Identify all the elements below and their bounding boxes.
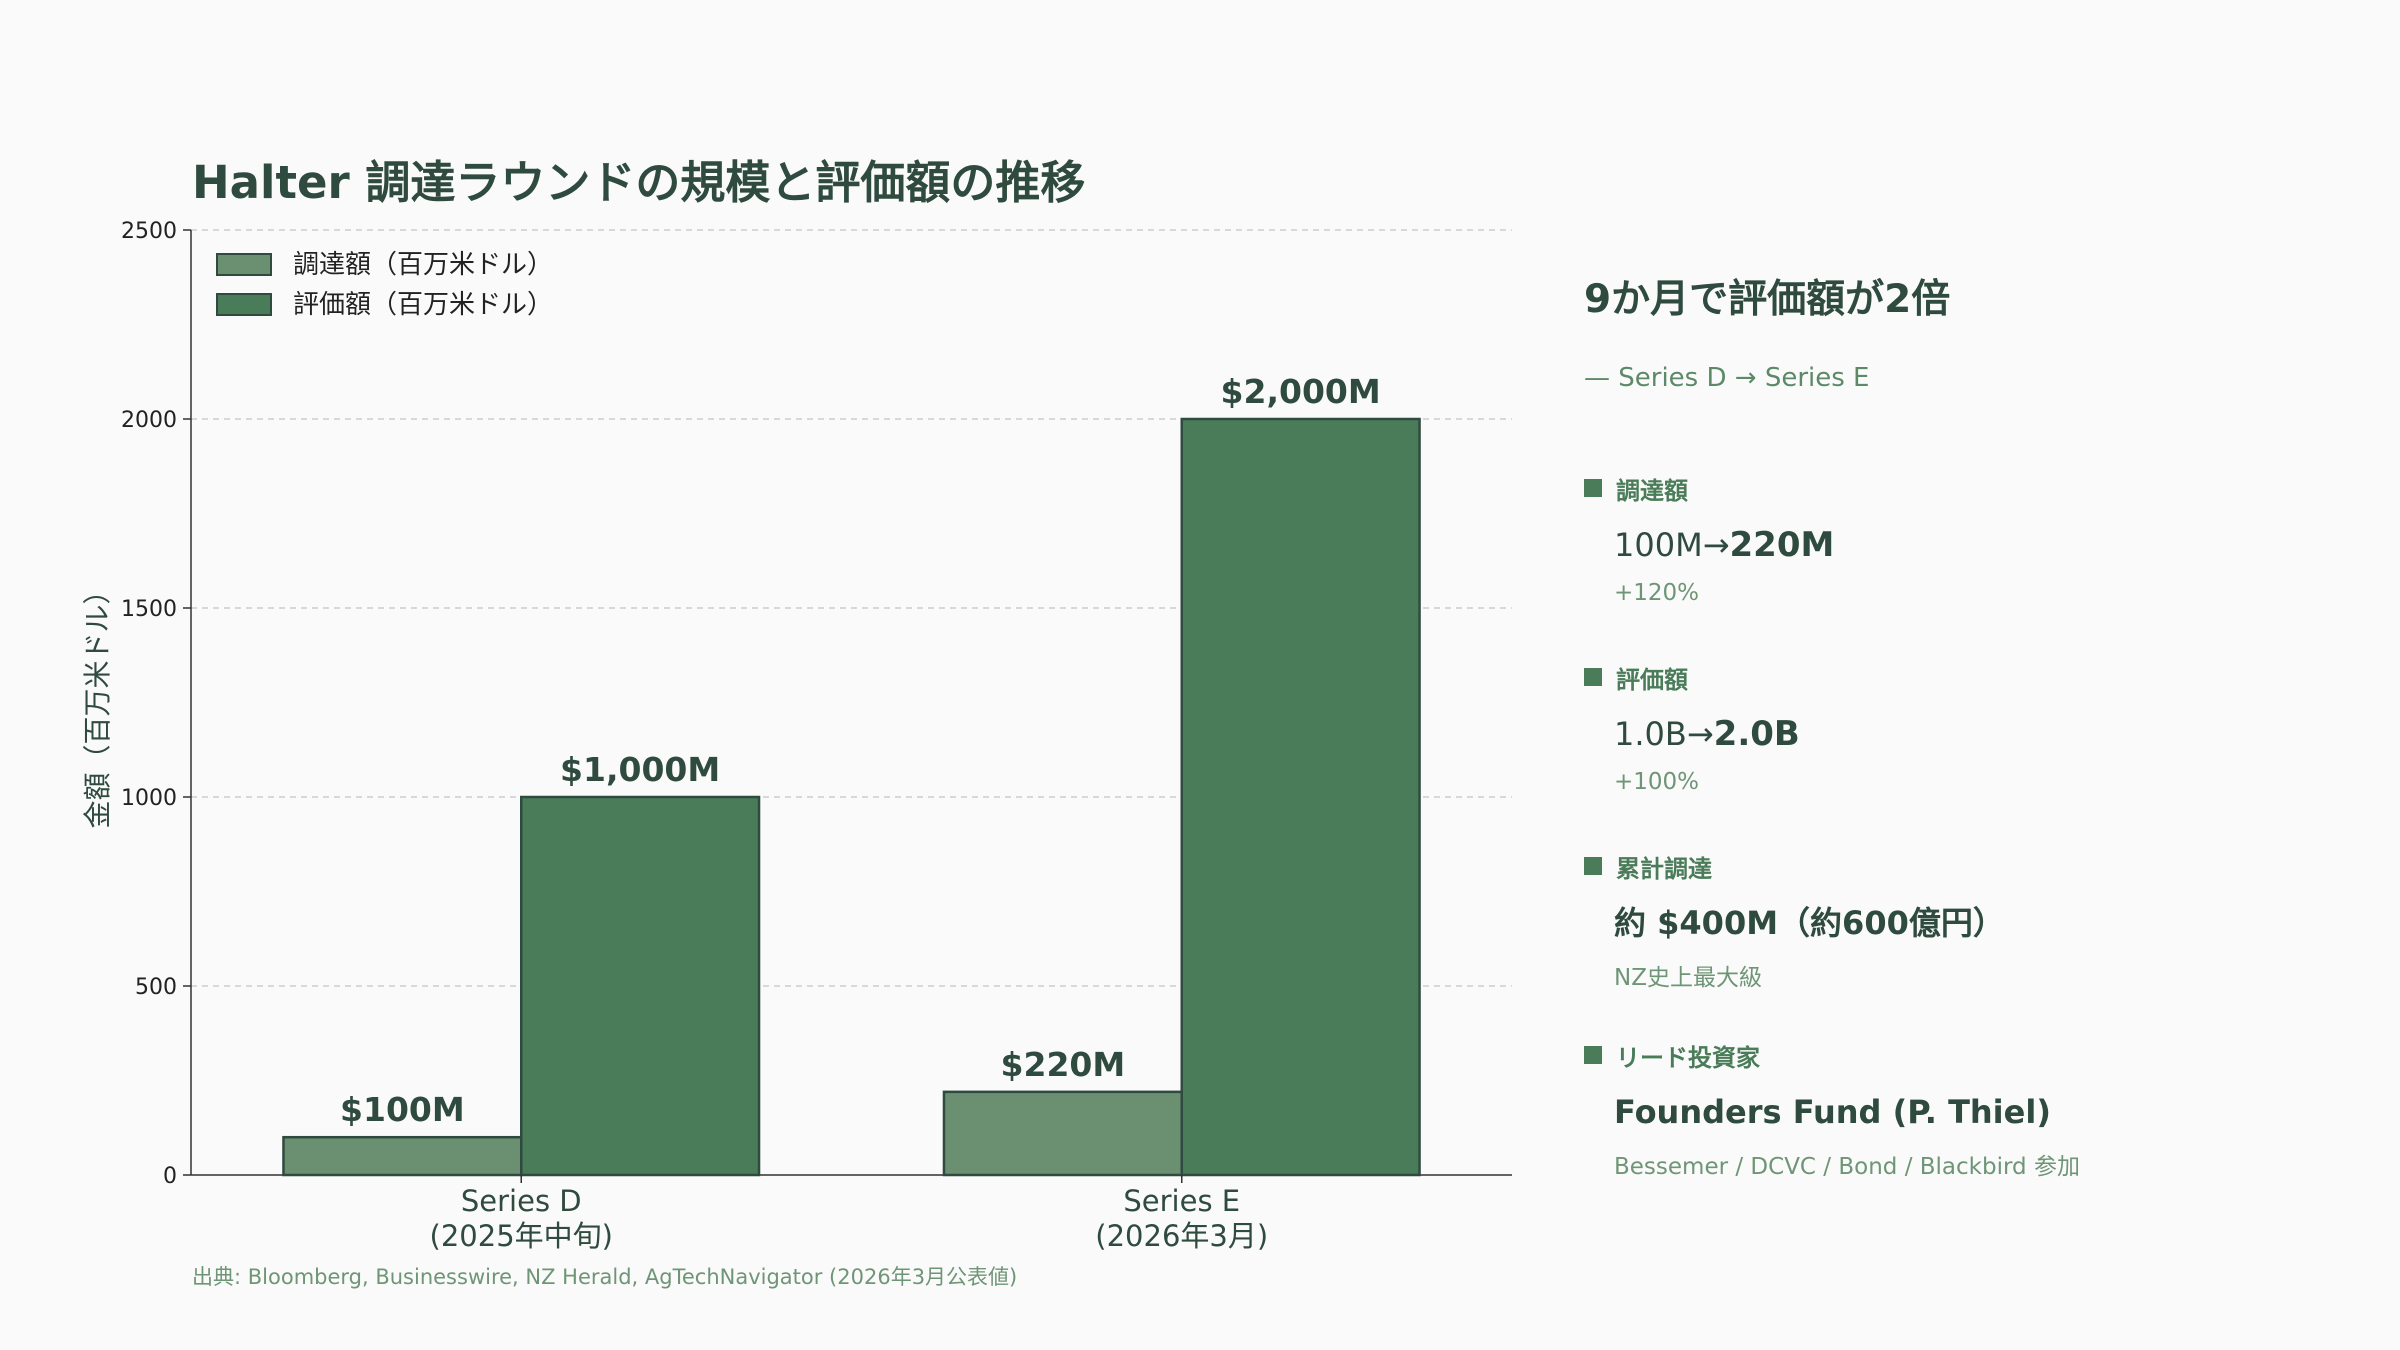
bar-valuation (520, 795, 761, 1177)
section-value: 1.0B→2.0B (1614, 713, 2384, 755)
section-lead-investor: リード投資家 Founders Fund (P. Thiel) Bessemer… (1584, 1039, 2384, 1181)
chart-title: Halter 調達ラウンドの規模と評価額の推移 (192, 156, 1086, 209)
section-raised: 調達額 100M→220M +120% (1584, 472, 2384, 606)
section-heading: 累計調達 (1584, 850, 2384, 883)
section-heading-label: リード投資家 (1616, 1043, 1760, 1072)
value-from: 1.0B (1614, 715, 1687, 753)
y-tick-label: 500 (135, 975, 177, 1000)
legend-label: 調達額（百万米ドル） (293, 250, 553, 280)
section-note: Bessemer / DCVC / Bond / Blackbird 参加 (1614, 1154, 2080, 1180)
section-note: +120% (1614, 580, 1700, 606)
y-tick-label: 0 (163, 1164, 177, 1189)
section-heading: 調達額 (1584, 472, 2384, 505)
section-heading-label: 累計調達 (1616, 854, 1712, 883)
panel-subtitle: — Series D → Series E (1584, 363, 1870, 393)
square-bullet-icon (1584, 668, 1602, 686)
section-note: +100% (1614, 769, 1700, 795)
section-value: 約 $400M（約600億円） (1614, 904, 2005, 942)
arrow-icon: → (1702, 526, 1730, 564)
y-tick-label: 2000 (121, 408, 177, 433)
x-tick-label: (2025年中旬) (430, 1219, 613, 1253)
section-cumulative: 累計調達 約 $400M（約600億円） NZ史上最大級 (1584, 850, 2384, 992)
arrow-icon: → (1686, 715, 1714, 753)
y-tick-label: 1500 (121, 597, 177, 622)
section-value: Founders Fund (P. Thiel) (1614, 1093, 2051, 1131)
y-tick-label: 2500 (121, 219, 177, 244)
bar-data-label: $2,000M (1221, 372, 1381, 411)
section-heading-label: 調達額 (1616, 476, 1688, 505)
section-valuation: 評価額 1.0B→2.0B +100% (1584, 661, 2384, 795)
y-axis-label: 金額（百万米ドル） (81, 576, 114, 828)
value-to: 220M (1729, 525, 1835, 565)
section-heading-label: 評価額 (1616, 665, 1688, 694)
legend-label: 評価額（百万米ドル） (293, 290, 553, 320)
square-bullet-icon (1584, 1046, 1602, 1064)
legend-swatch (216, 253, 272, 276)
section-heading: リード投資家 (1584, 1039, 2384, 1072)
bar-raised (942, 1090, 1183, 1177)
x-tick-label: (2026年3月) (1095, 1219, 1268, 1253)
bar-valuation (1180, 417, 1421, 1177)
bar-data-label: $100M (340, 1090, 465, 1129)
bar-data-label: $220M (1001, 1045, 1126, 1084)
x-tick-label: Series E (1123, 1184, 1240, 1218)
bar-data-label: $1,000M (560, 750, 720, 789)
section-heading: 評価額 (1584, 661, 2384, 694)
square-bullet-icon (1584, 479, 1602, 497)
x-tick-label: Series D (461, 1184, 582, 1218)
bar-raised (282, 1135, 523, 1177)
value-to: 2.0B (1713, 714, 1800, 754)
panel-title: 9か月で評価額が2倍 (1584, 277, 1951, 322)
square-bullet-icon (1584, 857, 1602, 875)
section-value: 100M→220M (1614, 524, 2384, 566)
source-note: 出典: Bloomberg, Businesswire, NZ Herald, … (192, 1265, 1018, 1289)
legend-swatch (216, 293, 272, 316)
y-tick-label: 1000 (121, 786, 177, 811)
value-from: 100M (1614, 526, 1703, 564)
section-note: NZ史上最大級 (1614, 965, 1762, 991)
